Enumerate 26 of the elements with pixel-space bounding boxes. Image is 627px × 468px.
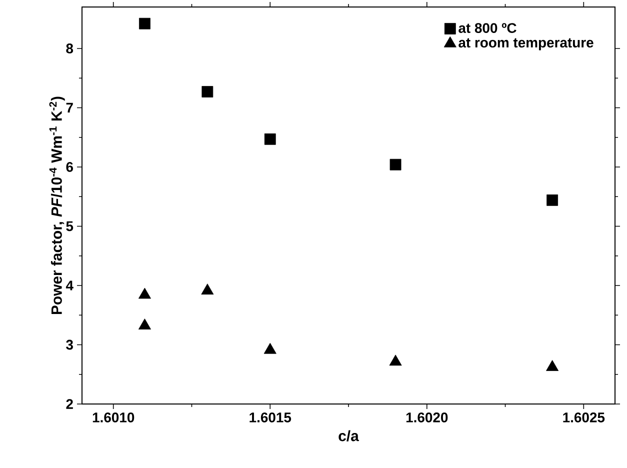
x-tick-label: 1.6025 — [563, 412, 605, 422]
legend-label: at room temperature — [458, 38, 594, 50]
text: Power factor, PF/10$^{-4}$ Wm$^{-1}$ K$^{-2}$) — [49, 96, 65, 314]
point — [201, 284, 214, 295]
point — [139, 18, 150, 30]
point — [389, 354, 402, 366]
point — [264, 133, 276, 145]
y-tick-label: 5 — [66, 221, 74, 232]
y-tick-label: 6 — [66, 162, 73, 172]
x-tick-label: 1.6010 — [92, 412, 134, 422]
point — [138, 318, 151, 330]
point — [202, 86, 214, 98]
point — [138, 288, 151, 299]
x-tick-label: 1.6020 — [406, 412, 448, 422]
point — [390, 158, 402, 170]
x-tick-label: 1.6015 — [250, 412, 292, 422]
y-tick-label: 4 — [66, 280, 74, 290]
point — [546, 194, 558, 206]
point — [546, 360, 559, 371]
x-axis-title: c/a — [338, 430, 359, 442]
point — [264, 342, 276, 354]
y-tick-label: 2 — [66, 399, 73, 409]
y-tick-label: 7 — [66, 102, 73, 113]
y-tick-label: 8 — [66, 44, 74, 54]
y-tick-label: 3 — [66, 340, 73, 350]
legend-label: at 800 ºC — [458, 23, 516, 33]
